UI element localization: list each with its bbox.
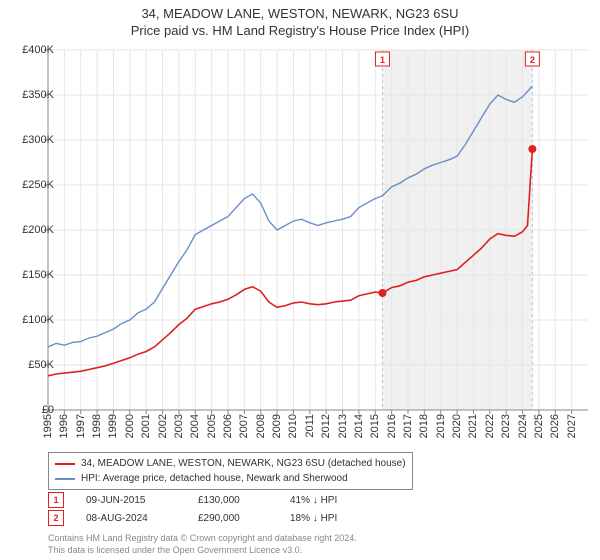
title-block: 34, MEADOW LANE, WESTON, NEWARK, NG23 6S… bbox=[0, 0, 600, 38]
x-tick-label: 2017 bbox=[402, 414, 414, 438]
legend-row-hpi: HPI: Average price, detached house, Newa… bbox=[55, 471, 406, 486]
legend-swatch bbox=[55, 478, 75, 480]
sale-marker-box: 1 bbox=[48, 492, 64, 508]
plot-svg: 12 bbox=[48, 50, 588, 410]
sale-hpi: 18% ↓ HPI bbox=[290, 513, 370, 524]
x-tick-label: 2001 bbox=[140, 414, 152, 438]
x-tick-label: 1999 bbox=[107, 414, 119, 438]
y-tick-label: £400K bbox=[6, 44, 54, 56]
title-subtitle: Price paid vs. HM Land Registry's House … bbox=[0, 23, 600, 38]
footer-line2: This data is licensed under the Open Gov… bbox=[48, 544, 357, 556]
x-tick-label: 2013 bbox=[337, 414, 349, 438]
x-tick-label: 2020 bbox=[451, 414, 463, 438]
x-tick-label: 2008 bbox=[255, 414, 267, 438]
x-tick-label: 1995 bbox=[42, 414, 54, 438]
footer-attribution: Contains HM Land Registry data © Crown c… bbox=[48, 532, 357, 556]
svg-text:2: 2 bbox=[530, 55, 535, 65]
plot-area: 12 bbox=[48, 50, 588, 410]
title-address: 34, MEADOW LANE, WESTON, NEWARK, NG23 6S… bbox=[0, 6, 600, 21]
y-tick-label: £50K bbox=[6, 359, 54, 371]
x-tick-label: 2022 bbox=[484, 414, 496, 438]
x-tick-label: 2004 bbox=[189, 414, 201, 438]
y-tick-label: £200K bbox=[6, 224, 54, 236]
x-tick-label: 2011 bbox=[304, 414, 316, 438]
x-tick-label: 2006 bbox=[222, 414, 234, 438]
sale-price: £130,000 bbox=[198, 495, 268, 506]
x-tick-label: 1998 bbox=[91, 414, 103, 438]
x-tick-label: 2018 bbox=[418, 414, 430, 438]
sale-date: 08-AUG-2024 bbox=[86, 513, 176, 524]
x-tick-label: 2007 bbox=[238, 414, 250, 438]
x-tick-label: 2010 bbox=[287, 414, 299, 438]
sale-row: 2 08-AUG-2024 £290,000 18% ↓ HPI bbox=[48, 510, 370, 526]
chart-container: 34, MEADOW LANE, WESTON, NEWARK, NG23 6S… bbox=[0, 0, 600, 560]
y-tick-label: £250K bbox=[6, 179, 54, 191]
sale-marker-box: 2 bbox=[48, 510, 64, 526]
y-tick-label: £300K bbox=[6, 134, 54, 146]
x-tick-label: 2014 bbox=[353, 414, 365, 438]
x-tick-label: 2023 bbox=[500, 414, 512, 438]
x-tick-label: 2005 bbox=[206, 414, 218, 438]
legend-swatch bbox=[55, 463, 75, 465]
legend-row-price_paid: 34, MEADOW LANE, WESTON, NEWARK, NG23 6S… bbox=[55, 456, 406, 471]
x-tick-label: 2025 bbox=[533, 414, 545, 438]
x-tick-label: 2000 bbox=[124, 414, 136, 438]
x-tick-label: 2002 bbox=[157, 414, 169, 438]
sale-hpi: 41% ↓ HPI bbox=[290, 495, 370, 506]
svg-text:1: 1 bbox=[380, 55, 385, 65]
y-tick-label: £100K bbox=[6, 314, 54, 326]
footer-line1: Contains HM Land Registry data © Crown c… bbox=[48, 532, 357, 544]
x-tick-label: 2024 bbox=[517, 414, 529, 438]
x-tick-label: 2009 bbox=[271, 414, 283, 438]
x-tick-label: 2012 bbox=[320, 414, 332, 438]
x-tick-label: 2019 bbox=[435, 414, 447, 438]
x-tick-label: 2027 bbox=[566, 414, 578, 438]
legend-label: 34, MEADOW LANE, WESTON, NEWARK, NG23 6S… bbox=[81, 456, 406, 471]
x-tick-label: 1997 bbox=[75, 414, 87, 438]
x-tick-label: 2021 bbox=[467, 414, 479, 438]
y-tick-label: £350K bbox=[6, 89, 54, 101]
legend-label: HPI: Average price, detached house, Newa… bbox=[81, 471, 348, 486]
x-tick-label: 2015 bbox=[369, 414, 381, 438]
x-tick-label: 1996 bbox=[58, 414, 70, 438]
x-tick-label: 2026 bbox=[549, 414, 561, 438]
x-tick-label: 2016 bbox=[386, 414, 398, 438]
sale-date: 09-JUN-2015 bbox=[86, 495, 176, 506]
y-tick-label: £150K bbox=[6, 269, 54, 281]
sale-price: £290,000 bbox=[198, 513, 268, 524]
chart-legend: 34, MEADOW LANE, WESTON, NEWARK, NG23 6S… bbox=[48, 452, 413, 490]
sale-row: 1 09-JUN-2015 £130,000 41% ↓ HPI bbox=[48, 492, 370, 508]
x-tick-label: 2003 bbox=[173, 414, 185, 438]
